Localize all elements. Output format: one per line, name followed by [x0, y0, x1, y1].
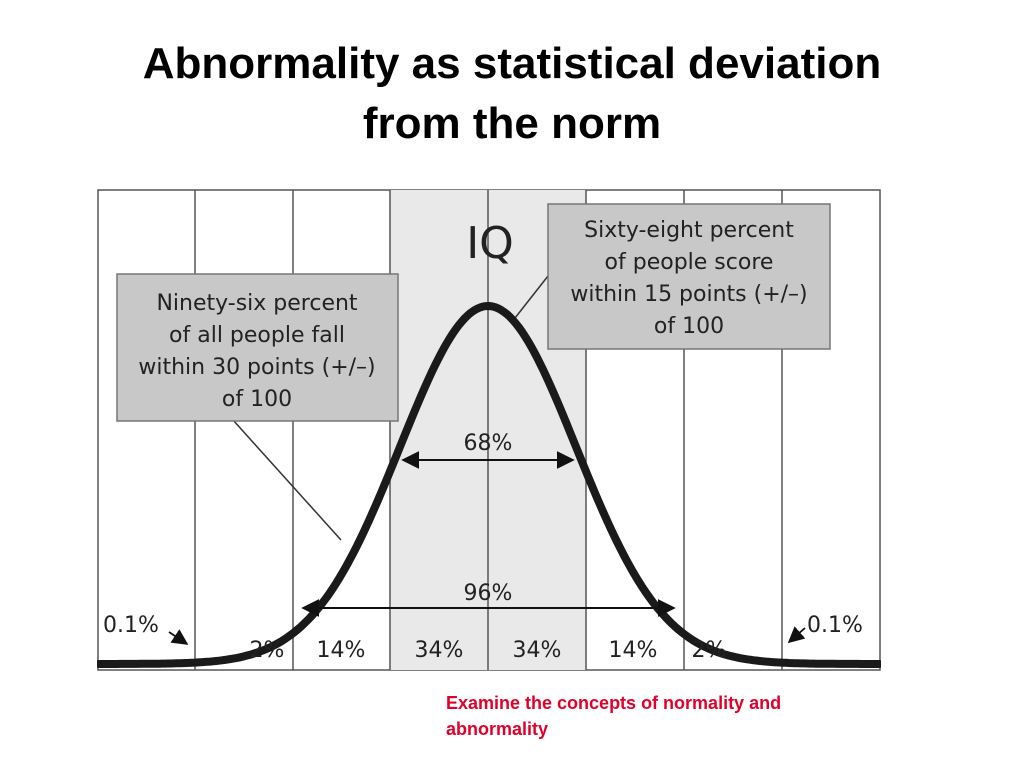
range-96-label: 96% [464, 581, 513, 606]
left-callout-line-3: within 30 points (+/–) [138, 355, 375, 380]
right-callout-box: Sixty-eight percent of people score with… [547, 203, 831, 350]
band-percent-labels: 2% 14% 34% 34% 14% 2% [250, 638, 727, 663]
left-callout-line-2: of all people fall [169, 323, 345, 348]
band-percent-label: 14% [609, 638, 658, 663]
left-callout-line-1: Ninety-six percent [156, 291, 357, 316]
slide-caption: Examine the concepts of normality and ab… [446, 690, 886, 742]
tail-right-arrow [787, 626, 806, 644]
left-callout-box: Ninety-six percent of all people fall wi… [116, 273, 399, 422]
iq-normal-distribution-figure: IQ Ninety-six percent of all people fall… [97, 189, 881, 671]
band-percent-label: 34% [513, 638, 562, 663]
slide-title: Abnormality as statistical deviation fro… [0, 34, 1024, 154]
left-callout-box-bg [116, 273, 399, 422]
band-percent-label: 2% [250, 638, 285, 663]
slide-title-line-1: Abnormality as statistical deviation [142, 39, 882, 88]
slide-caption-line-1: Examine the concepts of normality and [446, 693, 782, 713]
tail-right-label: 0.1% [807, 613, 863, 638]
slide-title-line-2: from the norm [362, 99, 662, 148]
band-percent-label: 34% [415, 638, 464, 663]
right-callout-box-bg [547, 203, 831, 350]
left-callout-line-4: of 100 [222, 387, 292, 412]
right-callout-line-3: within 15 points (+/–) [570, 282, 807, 307]
bell-curve [97, 302, 881, 668]
left-callout-leader [232, 419, 342, 541]
tail-left-label: 0.1% [103, 613, 159, 638]
band-percent-label: 2% [692, 638, 727, 663]
right-callout-leader [514, 275, 549, 319]
iq-heading: IQ [466, 218, 514, 269]
right-callout-line-2: of people score [605, 250, 774, 275]
right-callout-line-4: of 100 [654, 314, 724, 339]
tail-left-arrow [168, 629, 189, 645]
band-percent-label: 14% [317, 638, 366, 663]
slide-caption-line-2: abnormality [446, 719, 549, 739]
right-callout-line-1: Sixty-eight percent [584, 218, 794, 243]
range-68-label: 68% [464, 431, 513, 456]
